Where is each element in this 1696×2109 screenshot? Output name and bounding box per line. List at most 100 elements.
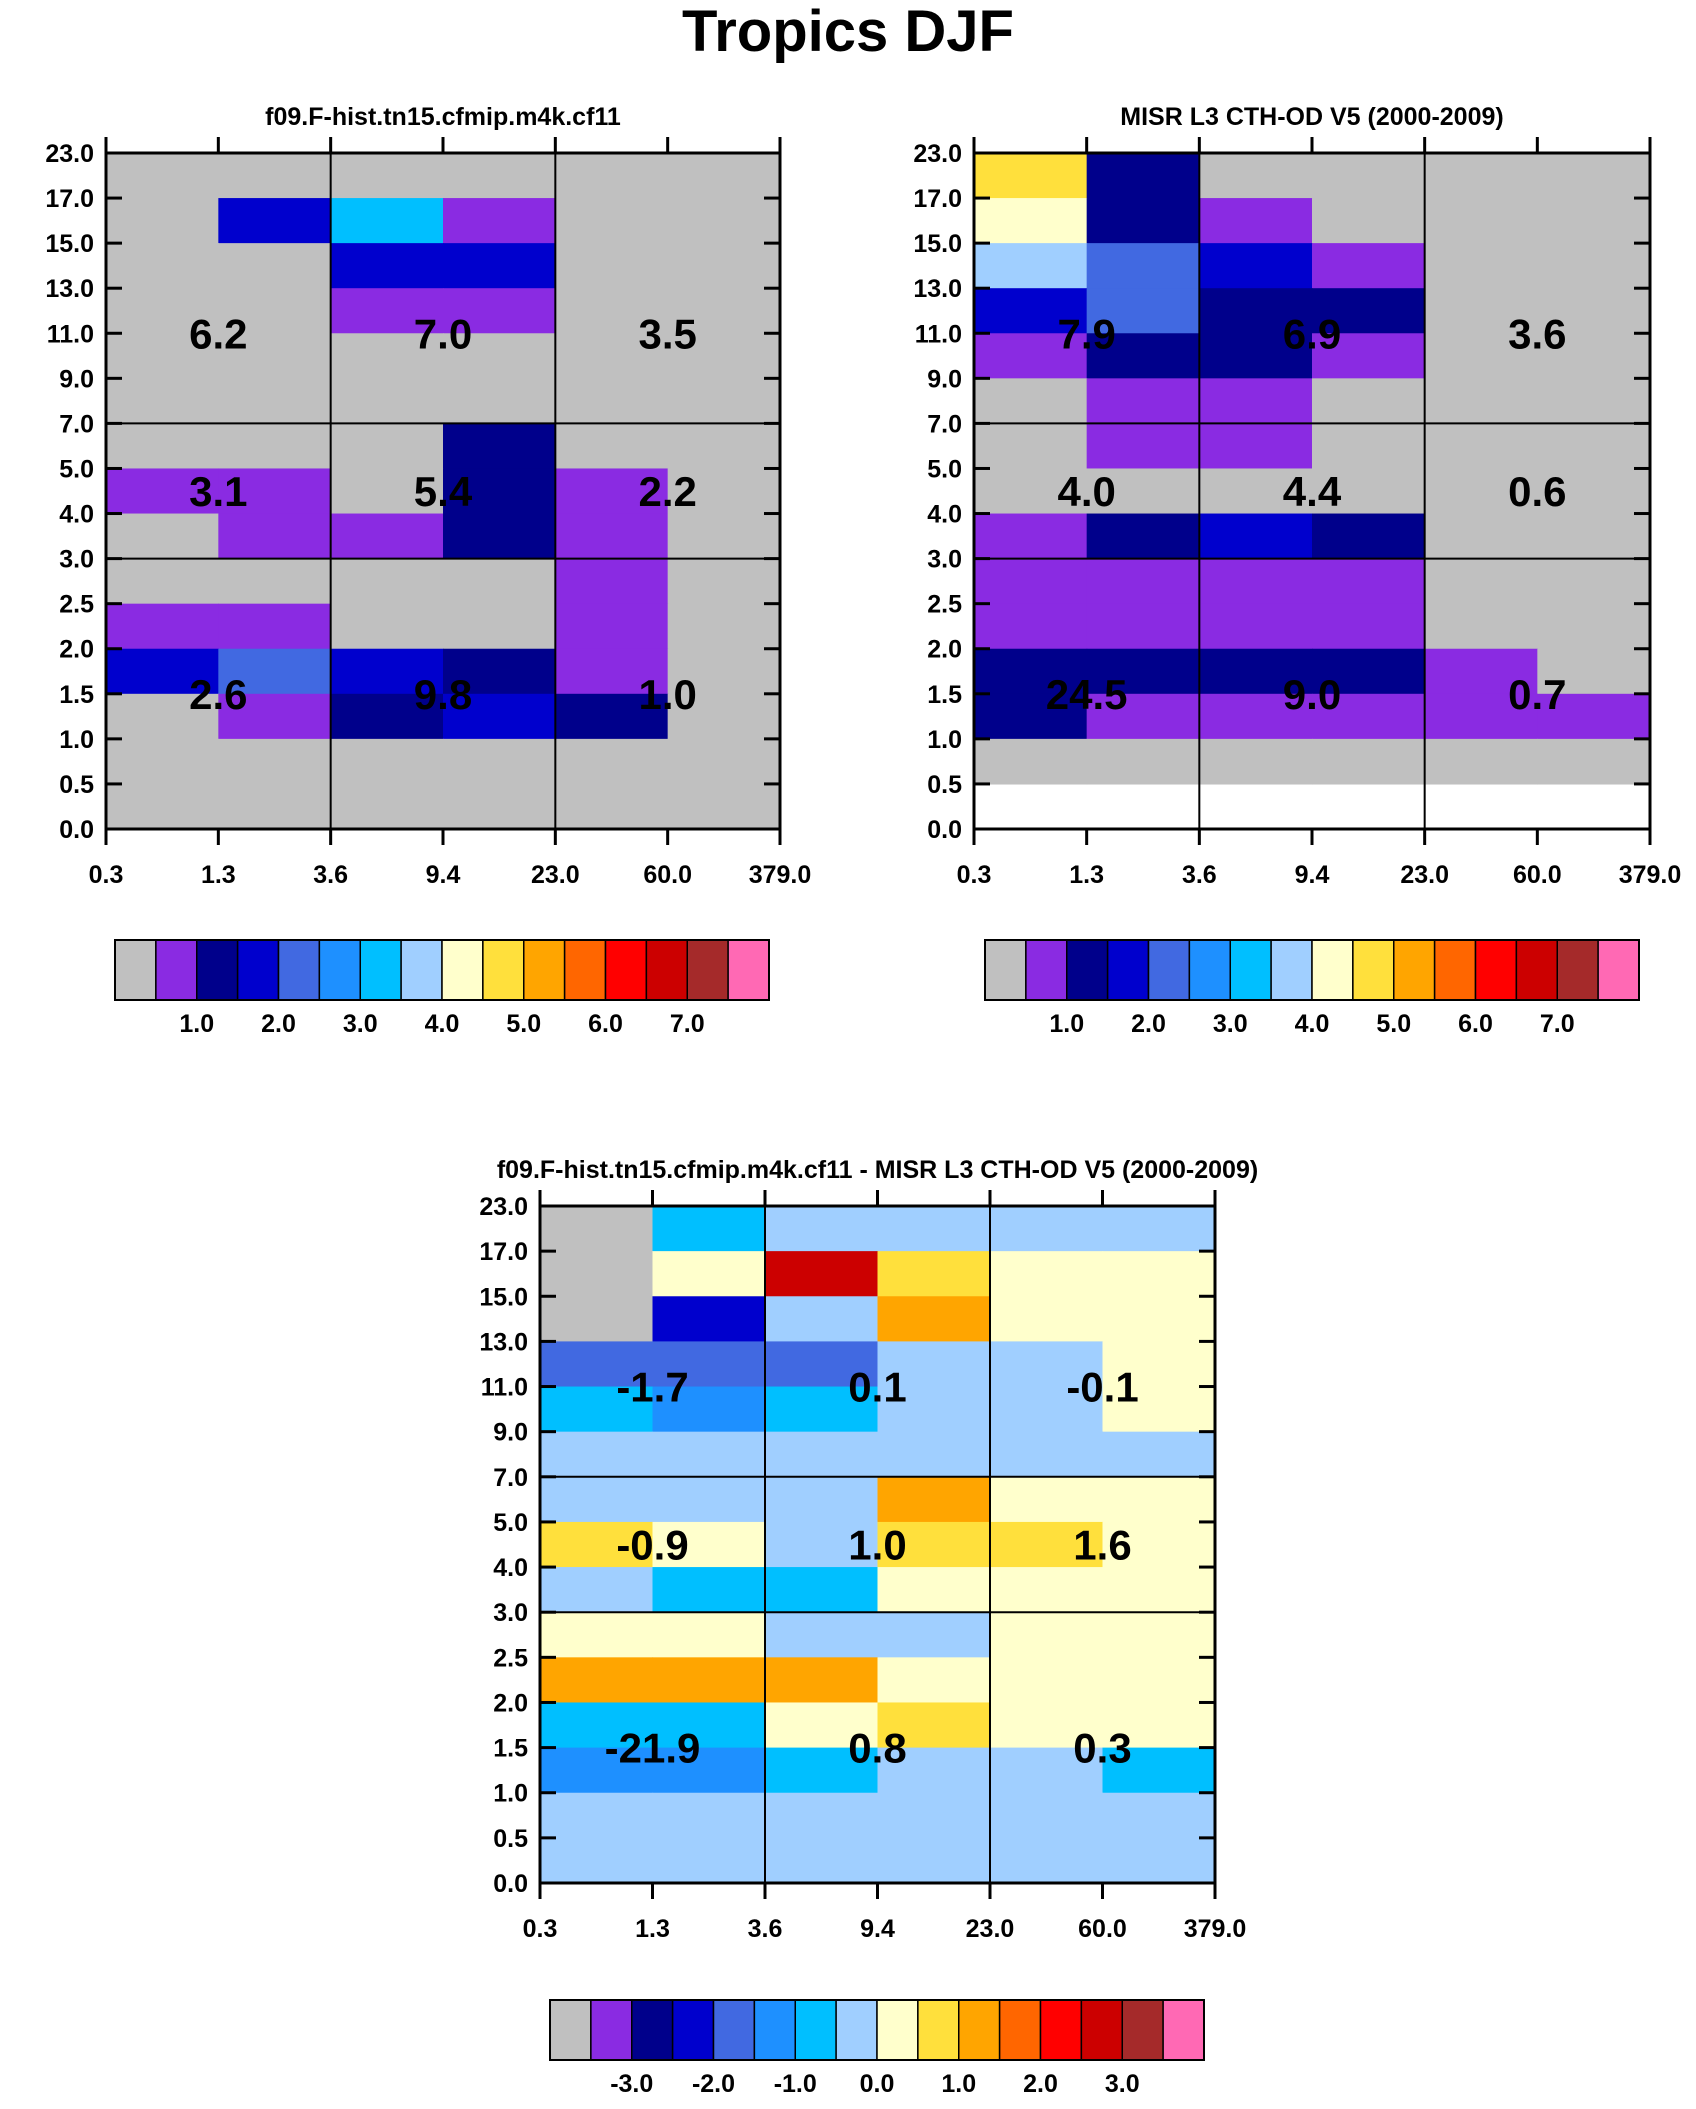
heatmap-cell [974, 333, 1088, 379]
heatmap-cell [1312, 603, 1426, 650]
x-tick-label: 3.6 [1182, 861, 1217, 889]
heatmap-cell [218, 198, 332, 244]
heatmap-cell [1102, 1747, 1216, 1794]
heatmap-cell [974, 153, 1088, 199]
colorbar-box [236, 939, 280, 1001]
heatmap-cell [1537, 198, 1651, 244]
x-tick-label: 23.0 [531, 861, 580, 889]
y-tick-label: 7.0 [493, 1464, 528, 1492]
heatmap-cell [1102, 1792, 1216, 1839]
heatmap-cell [1086, 243, 1200, 289]
colorbar-box [441, 939, 484, 1001]
heatmap-cell [443, 783, 556, 830]
heatmap-cell [667, 513, 781, 560]
heatmap-cell [1086, 603, 1200, 650]
heatmap-cell [330, 693, 444, 740]
colorbar-box [482, 939, 525, 1001]
heatmap-cell [330, 468, 444, 515]
heatmap-cell [106, 198, 219, 244]
x-tick-label: 379.0 [1619, 861, 1682, 889]
heatmap-cell [1537, 243, 1651, 289]
colorbar-label: 0.0 [860, 2070, 895, 2098]
colorbar-box [1025, 939, 1068, 1001]
heatmap-cell [1424, 378, 1538, 424]
heatmap-cell [555, 693, 669, 740]
heatmap-cell [1312, 153, 1426, 199]
heatmap-cell [106, 423, 219, 470]
cell-annotation: 0.7 [1508, 671, 1566, 718]
heatmap-cell [1424, 693, 1538, 740]
heatmap-cell [877, 1792, 991, 1839]
panel-title: f09.F-hist.tn15.cfmip.m4k.cf11 [265, 103, 621, 131]
heatmap-cell [555, 558, 669, 605]
heatmap-cell [1312, 288, 1426, 334]
x-tick-label: 0.3 [523, 1915, 558, 1943]
colorbar-box [1188, 939, 1231, 1001]
heatmap-cell [443, 693, 556, 740]
heatmap-cell [1312, 243, 1426, 289]
x-tick-label: 23.0 [1400, 861, 1449, 889]
heatmap-cell [540, 1792, 654, 1839]
heatmap-cell [443, 648, 556, 695]
colorbar-box [686, 939, 729, 1001]
heatmap-cell [1086, 288, 1200, 334]
heatmap-cell [218, 288, 332, 334]
heatmap-cell [1424, 423, 1538, 470]
heatmap-cell [218, 468, 332, 515]
heatmap-cell [1424, 648, 1538, 695]
heatmap-cell [1086, 198, 1200, 244]
heatmap-cell [1102, 1341, 1216, 1388]
heatmap-cell [1537, 558, 1651, 605]
cell-annotation: 3.6 [1508, 310, 1566, 357]
y-tick-label: 17.0 [913, 185, 962, 213]
y-tick-label: 5.0 [59, 455, 94, 483]
heatmap-cell [974, 513, 1088, 560]
cell-annotation: -1.7 [616, 1364, 688, 1411]
x-tick-label: 60.0 [1078, 1915, 1127, 1943]
heatmap-cell [443, 288, 556, 334]
heatmap-cell [555, 288, 669, 334]
heatmap-cell [540, 1702, 654, 1749]
x-tick-label: 379.0 [1184, 1915, 1247, 1943]
heatmap-cell [1537, 648, 1651, 695]
heatmap-cell [443, 333, 556, 379]
heatmap-cell [1102, 1612, 1216, 1658]
colorbar-label: 2.0 [261, 1010, 296, 1038]
colorbar-label: 6.0 [588, 1010, 623, 1038]
heatmap-cell [555, 243, 669, 289]
heatmap-cell [1102, 1296, 1216, 1342]
y-tick-label: 23.0 [913, 140, 962, 168]
heatmap-cell [877, 1206, 991, 1252]
heatmap-cell [540, 1341, 654, 1388]
heatmap-cell [540, 1206, 654, 1252]
x-tick-label: 9.4 [860, 1915, 895, 1943]
heatmap-cell [1102, 1386, 1216, 1433]
colorbar-frame [549, 1999, 1205, 2061]
heatmap-cell [540, 1251, 654, 1297]
colorbar-box [400, 939, 443, 1001]
heatmap-cell [667, 333, 781, 379]
heatmap-cell [1312, 558, 1426, 605]
heatmap-cell [765, 1206, 879, 1252]
y-tick-label: 1.0 [493, 1780, 528, 1808]
heatmap-cell [1537, 153, 1651, 199]
cell-annotation: 7.9 [1057, 310, 1115, 357]
heatmap-cell [652, 1206, 766, 1252]
y-tick-label: 13.0 [45, 275, 94, 303]
heatmap-cell [218, 648, 332, 695]
heatmap-cell [1199, 423, 1313, 470]
heatmap-cell [990, 1612, 1104, 1658]
y-tick-label: 15.0 [45, 230, 94, 258]
heatmap-cell [1537, 423, 1651, 470]
colorbar-box [1433, 939, 1477, 1001]
colorbar-label: 5.0 [1376, 1010, 1411, 1038]
heatmap-cell [1424, 738, 1538, 785]
heatmap-cell [974, 738, 1088, 785]
colorbar-box [631, 1999, 674, 2061]
heatmap-cell [1312, 198, 1426, 244]
y-tick-label: 23.0 [479, 1193, 528, 1221]
heatmap-cell [1199, 738, 1313, 785]
heatmap-cell [877, 1747, 991, 1794]
heatmap-cell [555, 513, 669, 560]
heatmap-cell [1086, 558, 1200, 605]
